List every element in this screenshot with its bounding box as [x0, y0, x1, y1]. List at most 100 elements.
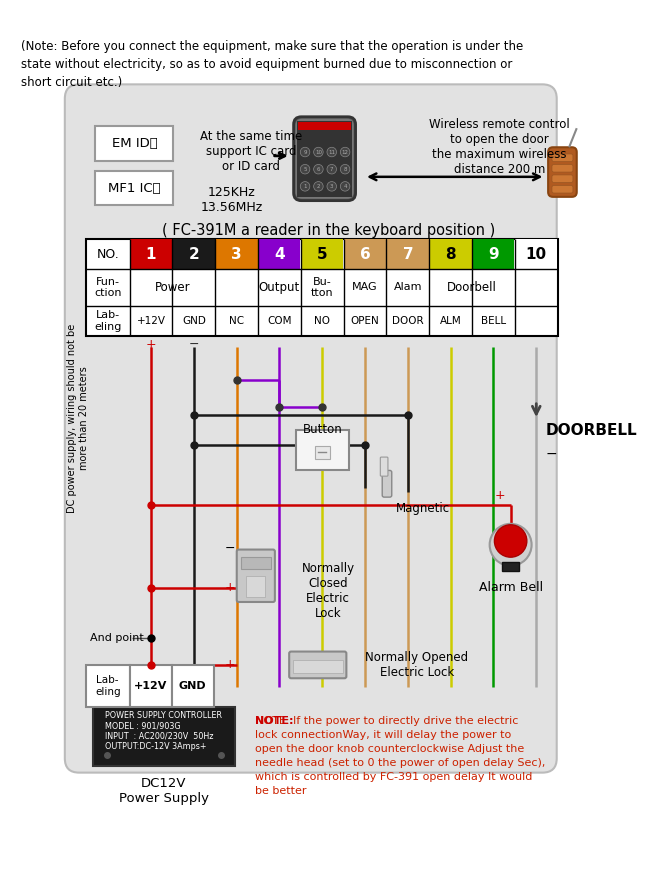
Text: Button: Button [302, 423, 342, 436]
Text: OPEN: OPEN [351, 316, 380, 325]
Circle shape [327, 147, 337, 157]
Bar [259, 239, 300, 269]
FancyBboxPatch shape [65, 84, 556, 773]
Text: Lab-
eling: Lab- eling [94, 310, 122, 332]
Bar [515, 239, 557, 269]
Circle shape [314, 182, 323, 191]
Text: +: + [224, 581, 235, 595]
Circle shape [341, 164, 350, 174]
Bar [502, 562, 519, 572]
Text: 1: 1 [146, 246, 156, 261]
Circle shape [314, 147, 323, 157]
FancyBboxPatch shape [552, 164, 573, 172]
Bar [86, 239, 558, 336]
Bar [315, 446, 330, 459]
Text: 10: 10 [526, 246, 547, 261]
Bar [246, 576, 265, 597]
Text: Magnetic: Magnetic [396, 502, 450, 515]
Text: +12V: +12V [136, 316, 166, 325]
Text: NOTE: If the power to directly drive the electric
lock connectionWay, it will de: NOTE: If the power to directly drive the… [255, 717, 546, 796]
Text: −: − [224, 542, 235, 555]
Text: DC power supply, wiring should not be
more than 20 meters: DC power supply, wiring should not be mo… [68, 324, 89, 513]
Text: 2: 2 [317, 184, 320, 189]
Bar [129, 665, 172, 707]
Circle shape [327, 182, 337, 191]
Circle shape [314, 164, 323, 174]
Circle shape [341, 147, 350, 157]
Bar [94, 707, 235, 766]
Text: 7: 7 [402, 246, 413, 261]
Text: EM ID卡: EM ID卡 [112, 137, 157, 150]
Text: DC12V
Power Supply: DC12V Power Supply [119, 777, 209, 805]
Bar [240, 557, 271, 568]
Bar [173, 239, 214, 269]
Text: 9: 9 [488, 246, 499, 261]
Text: GND: GND [179, 681, 207, 691]
FancyBboxPatch shape [548, 147, 577, 196]
Text: 7: 7 [330, 167, 333, 172]
Text: −: − [546, 447, 558, 461]
Bar [473, 239, 514, 269]
Circle shape [300, 147, 310, 157]
Text: 9: 9 [304, 150, 307, 154]
Bar [387, 239, 429, 269]
Text: POWER SUPPLY CONTROLLER
MODEL : 901/903G
INPUT  : AC200/230V  50Hz
OUTPUT:DC-12V: POWER SUPPLY CONTROLLER MODEL : 901/903G… [105, 710, 222, 751]
Bar [96, 171, 174, 205]
Text: 12: 12 [342, 150, 348, 154]
Text: 3: 3 [330, 184, 333, 189]
Text: Lab-
eling: Lab- eling [95, 675, 120, 696]
Text: −: − [188, 338, 199, 351]
FancyBboxPatch shape [380, 457, 388, 476]
Text: MF1 IC卡: MF1 IC卡 [108, 182, 161, 195]
Circle shape [489, 524, 532, 566]
Bar [130, 239, 172, 269]
Text: DOORBELL: DOORBELL [546, 423, 638, 438]
FancyBboxPatch shape [552, 154, 573, 161]
Bar [298, 123, 351, 130]
Text: 5: 5 [304, 167, 307, 172]
Bar [172, 665, 214, 707]
Text: NC: NC [229, 316, 244, 325]
Text: 8: 8 [445, 246, 456, 261]
Text: Bu-
tton: Bu- tton [311, 276, 333, 298]
Text: +12V: +12V [134, 681, 167, 691]
Circle shape [341, 182, 350, 191]
Text: ALM: ALM [440, 316, 461, 325]
FancyBboxPatch shape [237, 550, 275, 602]
Text: +: + [146, 338, 157, 351]
Text: Alarm Bell: Alarm Bell [478, 581, 543, 594]
Text: MAG: MAG [352, 282, 378, 292]
Text: Output: Output [259, 281, 300, 294]
Bar [344, 239, 386, 269]
FancyBboxPatch shape [289, 652, 346, 678]
FancyBboxPatch shape [294, 117, 356, 201]
Circle shape [300, 164, 310, 174]
Text: At the same time
support IC card
or ID card: At the same time support IC card or ID c… [200, 130, 302, 173]
Text: And point: And point [90, 633, 144, 643]
Text: COM: COM [267, 316, 292, 325]
Text: 125KHz
13.56MHz: 125KHz 13.56MHz [200, 186, 263, 214]
Text: 1: 1 [304, 184, 307, 189]
Text: ( FC-391M a reader in the keyboard position ): ( FC-391M a reader in the keyboard posit… [162, 223, 495, 238]
Bar [216, 239, 257, 269]
Bar [296, 431, 349, 470]
Text: Alam: Alam [394, 282, 422, 292]
Bar [96, 126, 174, 160]
Text: 6: 6 [359, 246, 370, 261]
Text: 2: 2 [188, 246, 200, 261]
Bar [302, 239, 343, 269]
Text: DOOR: DOOR [392, 316, 424, 325]
Text: Doorbell: Doorbell [447, 281, 497, 294]
Bar [430, 239, 472, 269]
Text: Wireless remote control
to open the door
the maximum wireless
distance 200 m: Wireless remote control to open the door… [429, 118, 570, 175]
Text: Power: Power [155, 281, 190, 294]
Text: 8: 8 [343, 167, 347, 172]
Circle shape [300, 182, 310, 191]
Text: 6: 6 [317, 167, 320, 172]
Text: Fun-
ction: Fun- ction [94, 276, 122, 298]
Text: (Note: Before you connect the equipment, make sure that the operation is under t: (Note: Before you connect the equipment,… [21, 39, 523, 89]
Text: 10: 10 [315, 150, 322, 154]
Text: Normally
Closed
Electric
Lock: Normally Closed Electric Lock [302, 562, 355, 620]
Text: Normally Opened
Electric Lock: Normally Opened Electric Lock [365, 651, 469, 679]
FancyBboxPatch shape [552, 185, 573, 193]
